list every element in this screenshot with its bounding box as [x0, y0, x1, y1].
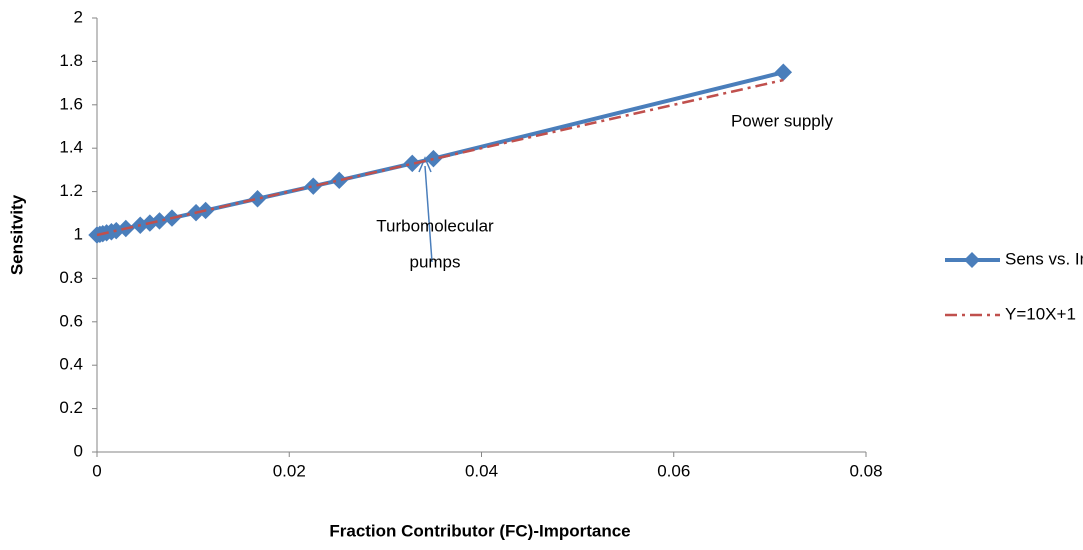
annotation: Turbomolecular [376, 216, 494, 235]
x-tick-label: 0.02 [273, 461, 306, 480]
x-axis-title: Fraction Contributor (FC)-Importance [329, 521, 630, 540]
data-marker [403, 154, 421, 173]
annotation: Power supply [731, 111, 834, 130]
annotation-arrow [424, 165, 433, 263]
y-axis-title: Sensitvity [7, 194, 26, 275]
x-tick-label: 0.06 [657, 461, 690, 480]
y-tick-label: 2 [74, 7, 83, 26]
legend-label: Y=10X+1 [1005, 304, 1076, 323]
data-marker [248, 190, 267, 208]
data-marker [774, 63, 793, 81]
annotation: pumps [409, 252, 460, 271]
y-tick-label: 0.2 [59, 398, 83, 417]
data-marker [304, 177, 322, 195]
annotation-arrowhead [418, 156, 432, 173]
series-line [96, 78, 784, 237]
y-tick-label: 0 [74, 441, 83, 460]
y-tick-label: 0.4 [59, 355, 83, 374]
x-tick-label: 0.08 [849, 461, 882, 480]
y-tick-label: 1.6 [59, 94, 83, 113]
legend-label: Sens vs. Imp [1005, 249, 1083, 268]
legend-marker [964, 252, 980, 268]
y-tick-label: 1 [74, 224, 83, 243]
y-tick-label: 1.2 [59, 181, 83, 200]
data-marker [330, 171, 348, 190]
y-tick-label: 1.8 [59, 51, 83, 70]
y-tick-label: 0.8 [59, 268, 83, 287]
x-tick-label: 0.04 [465, 461, 498, 480]
y-tick-label: 1.4 [59, 138, 83, 157]
y-tick-label: 0.6 [59, 311, 83, 330]
x-tick-label: 0 [92, 461, 101, 480]
